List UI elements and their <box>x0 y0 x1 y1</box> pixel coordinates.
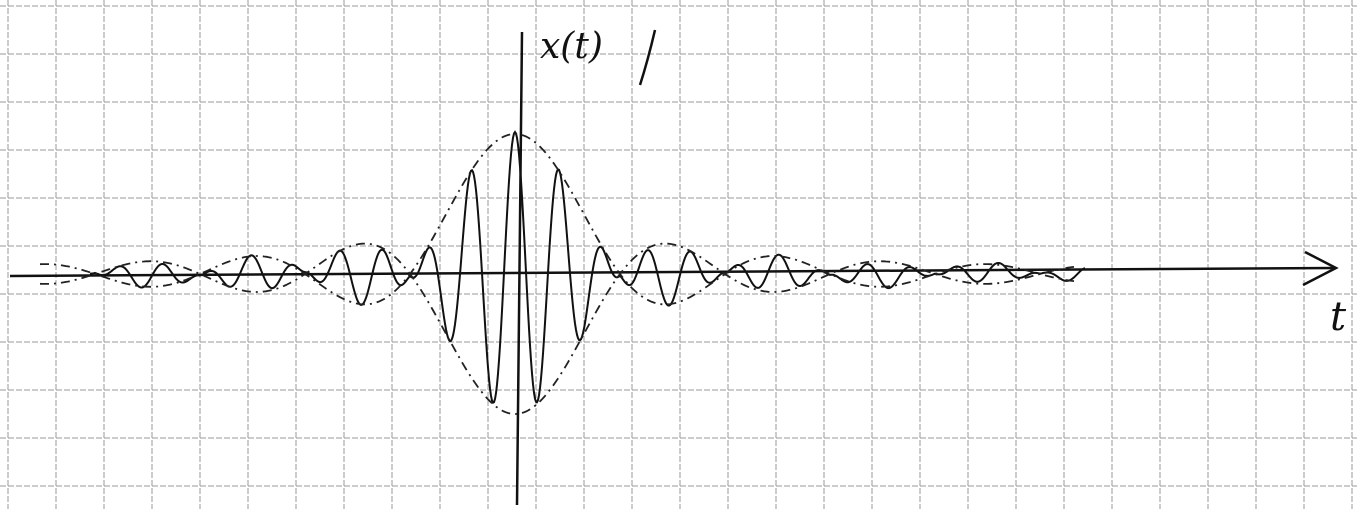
graph-paper-sketch: x(t) t <box>0 0 1357 509</box>
paper <box>0 0 1357 509</box>
y-axis-label: x(t) <box>540 26 603 67</box>
page: x(t) t (() => { const data = JSON.parse(… <box>0 0 1357 509</box>
x-axis-label: t <box>1330 294 1347 340</box>
